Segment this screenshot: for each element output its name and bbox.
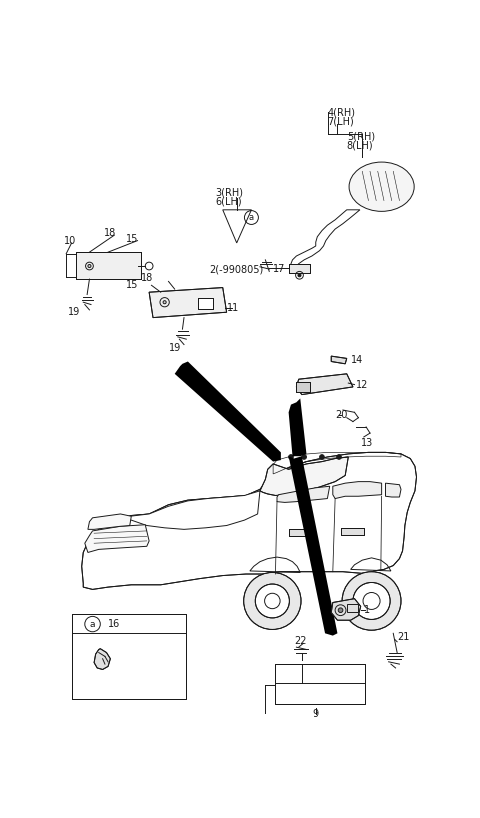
Bar bbox=[198, 299, 214, 309]
Polygon shape bbox=[331, 356, 347, 364]
Text: 11: 11 bbox=[227, 303, 239, 312]
Polygon shape bbox=[260, 457, 348, 496]
Text: 15: 15 bbox=[126, 234, 138, 244]
Polygon shape bbox=[175, 362, 281, 461]
Text: 21: 21 bbox=[397, 632, 409, 642]
Text: 1: 1 bbox=[364, 605, 370, 615]
Text: 3(RH): 3(RH) bbox=[215, 187, 243, 197]
Polygon shape bbox=[385, 483, 401, 497]
Text: 2(-990805): 2(-990805) bbox=[209, 264, 263, 274]
Bar bbox=[276, 664, 365, 704]
Bar bbox=[75, 252, 142, 279]
Text: 9: 9 bbox=[312, 709, 319, 719]
Bar bbox=[288, 263, 311, 273]
Circle shape bbox=[88, 264, 91, 267]
Bar bbox=[288, 263, 311, 273]
Text: 10: 10 bbox=[64, 236, 76, 245]
Polygon shape bbox=[94, 649, 110, 669]
Bar bbox=[288, 529, 313, 537]
Text: 20: 20 bbox=[335, 411, 348, 420]
Bar bbox=[296, 381, 311, 393]
Polygon shape bbox=[288, 398, 306, 456]
Polygon shape bbox=[296, 374, 353, 394]
Polygon shape bbox=[88, 514, 132, 529]
Text: 17: 17 bbox=[273, 264, 286, 274]
Bar bbox=[340, 528, 364, 535]
Text: 12: 12 bbox=[356, 380, 369, 389]
Text: 18: 18 bbox=[142, 272, 154, 282]
Text: 7(LH): 7(LH) bbox=[327, 116, 354, 126]
Text: 8(LH): 8(LH) bbox=[347, 141, 373, 151]
Text: 19: 19 bbox=[68, 308, 80, 317]
Text: 14: 14 bbox=[350, 355, 363, 365]
Circle shape bbox=[163, 301, 166, 303]
Text: 4(RH): 4(RH) bbox=[327, 107, 355, 117]
Circle shape bbox=[244, 573, 301, 630]
Bar bbox=[288, 529, 313, 537]
Polygon shape bbox=[333, 482, 382, 498]
Bar bbox=[276, 664, 365, 704]
Text: 6(LH): 6(LH) bbox=[215, 196, 241, 206]
Bar bbox=[75, 252, 142, 279]
Circle shape bbox=[342, 572, 401, 630]
Text: 19: 19 bbox=[168, 344, 181, 353]
Polygon shape bbox=[82, 452, 417, 623]
Bar bbox=[198, 299, 214, 309]
Bar bbox=[296, 381, 311, 393]
Text: 13: 13 bbox=[360, 438, 373, 448]
Polygon shape bbox=[122, 491, 260, 529]
Polygon shape bbox=[331, 599, 360, 620]
Circle shape bbox=[320, 455, 324, 459]
Circle shape bbox=[338, 608, 343, 613]
Text: 22: 22 bbox=[294, 636, 307, 646]
Text: a: a bbox=[249, 213, 254, 222]
Bar bbox=[72, 614, 186, 699]
Text: a: a bbox=[90, 619, 96, 628]
Circle shape bbox=[353, 582, 390, 619]
Text: 16: 16 bbox=[108, 619, 120, 629]
Text: 18: 18 bbox=[104, 228, 117, 238]
Text: 5(RH): 5(RH) bbox=[347, 132, 375, 142]
Circle shape bbox=[336, 455, 341, 459]
Bar bbox=[347, 604, 358, 612]
Bar bbox=[340, 528, 364, 535]
Polygon shape bbox=[149, 288, 227, 317]
Bar bbox=[72, 614, 186, 699]
Text: 15: 15 bbox=[126, 281, 138, 290]
Polygon shape bbox=[288, 456, 337, 636]
Polygon shape bbox=[277, 486, 330, 502]
Circle shape bbox=[302, 455, 306, 459]
Circle shape bbox=[298, 274, 301, 276]
Ellipse shape bbox=[349, 162, 414, 211]
Circle shape bbox=[255, 584, 289, 618]
Circle shape bbox=[288, 455, 293, 459]
Polygon shape bbox=[85, 524, 149, 552]
